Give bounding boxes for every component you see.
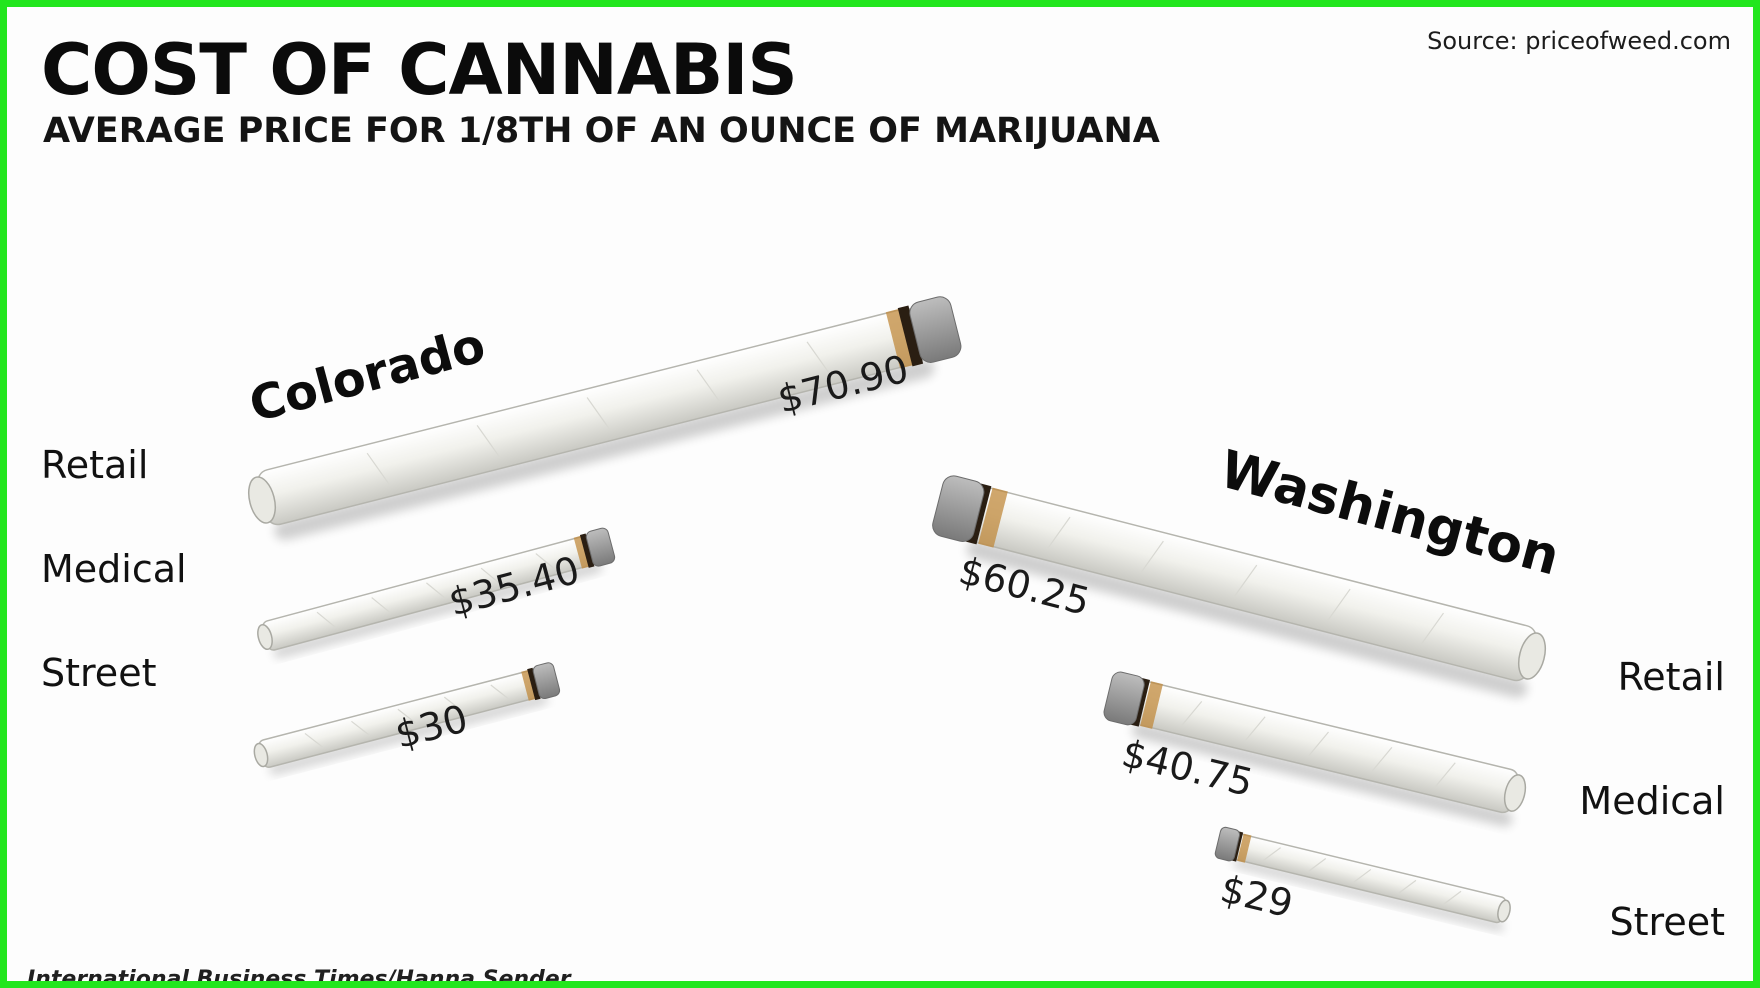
- joint-crinkle: [426, 582, 446, 599]
- joint-crinkle: [397, 708, 417, 724]
- author-credit: International Business Times/Hanna Sende…: [27, 967, 571, 988]
- joint-crinkle: [1307, 731, 1329, 757]
- joint-twist-end: [247, 476, 277, 524]
- joint-colorado-street: [253, 662, 561, 775]
- washington-category-medical: Medical: [1579, 779, 1725, 823]
- joint-crinkle: [1434, 762, 1456, 788]
- joint-crinkle: [1046, 516, 1071, 550]
- joint-crinkle: [1352, 868, 1372, 884]
- chart-subtitle: AVERAGE PRICE FOR 1/8TH OF AN OUNCE OF M…: [43, 111, 1160, 151]
- joint-scorch: [573, 535, 591, 569]
- joint-crinkle: [1398, 879, 1417, 894]
- joint-crinkle: [351, 720, 370, 736]
- joint-twist-end: [1503, 774, 1527, 812]
- series-label-colorado: Colorado: [244, 317, 491, 433]
- joint-scorch: [1140, 681, 1163, 729]
- joint-scorch: [1237, 833, 1252, 863]
- joint-crinkle: [1327, 588, 1351, 622]
- joint-crinkle: [490, 684, 510, 700]
- joint-scorch: [885, 308, 916, 369]
- joint-crinkle: [1420, 612, 1444, 646]
- joint-bar-chart: Colorado $70.90$35.40$30Washington$60.25$…: [244, 296, 1566, 932]
- joint-crinkle: [1180, 700, 1203, 727]
- joint-scorch: [521, 669, 537, 701]
- joints-layer: [247, 296, 1547, 932]
- washington-category-street: Street: [1609, 900, 1725, 944]
- joint-ash-tip: [532, 662, 561, 700]
- joint-crinkle: [806, 341, 831, 375]
- joint-shadow: [273, 562, 603, 658]
- joint-crinkle: [1307, 858, 1327, 873]
- joint-crinkle: [366, 452, 391, 486]
- joint-twist-end: [1497, 899, 1511, 923]
- joint-crinkle: [696, 369, 721, 402]
- colorado-category-street: Street: [41, 651, 157, 695]
- joint-washington-street: [1214, 826, 1511, 932]
- joint-shadow: [1233, 858, 1505, 932]
- joint-twist-end: [253, 742, 269, 768]
- joint-shadow: [269, 694, 549, 775]
- joint-colorado-retail: [247, 296, 962, 541]
- joint-ash-tip: [585, 527, 616, 567]
- joint-crinkle: [1443, 890, 1462, 905]
- joint-crinkle: [443, 696, 463, 712]
- joint-crinkle: [371, 597, 391, 614]
- joint-crinkle: [1233, 564, 1258, 598]
- joint-shadow: [966, 539, 1528, 699]
- joint-ash-tip: [932, 475, 985, 543]
- joint-shadow: [274, 358, 935, 541]
- joint-crinkle: [316, 611, 336, 628]
- joint-scorch: [978, 487, 1008, 548]
- washington-category-retail: Retail: [1617, 655, 1725, 699]
- joint-crinkle: [1371, 746, 1393, 773]
- joint-crinkle: [1262, 847, 1282, 862]
- colorado-category-retail: Retail: [41, 443, 149, 487]
- joint-crinkle: [480, 567, 501, 584]
- joint-burn-ring: [897, 305, 924, 367]
- joint-crinkle: [586, 397, 611, 430]
- joint-crinkle: [1244, 716, 1266, 742]
- source-credit: Source: priceofweed.com: [1427, 27, 1731, 55]
- colorado-category-medical: Medical: [41, 547, 187, 591]
- joint-crinkle: [535, 553, 555, 570]
- joint-crinkle: [304, 732, 324, 748]
- joint-ash-tip: [1214, 826, 1241, 862]
- joint-colorado-medical: [257, 527, 616, 658]
- joint-ash-tip: [909, 296, 962, 363]
- joint-paper: [257, 307, 927, 526]
- joint-shadow: [1132, 722, 1513, 827]
- chart-title: COST OF CANNABIS: [41, 29, 798, 111]
- joint-burn-ring: [579, 533, 595, 568]
- joint-crinkle: [476, 424, 501, 458]
- joint-twist-end: [1517, 632, 1547, 680]
- joint-crinkle: [1140, 540, 1164, 574]
- joint-washington-medical: [1103, 671, 1527, 827]
- joint-ash-tip: [1103, 671, 1145, 726]
- joint-burn-ring: [527, 667, 541, 701]
- joint-twist-end: [257, 623, 273, 651]
- joint-washington-retail: [932, 475, 1547, 699]
